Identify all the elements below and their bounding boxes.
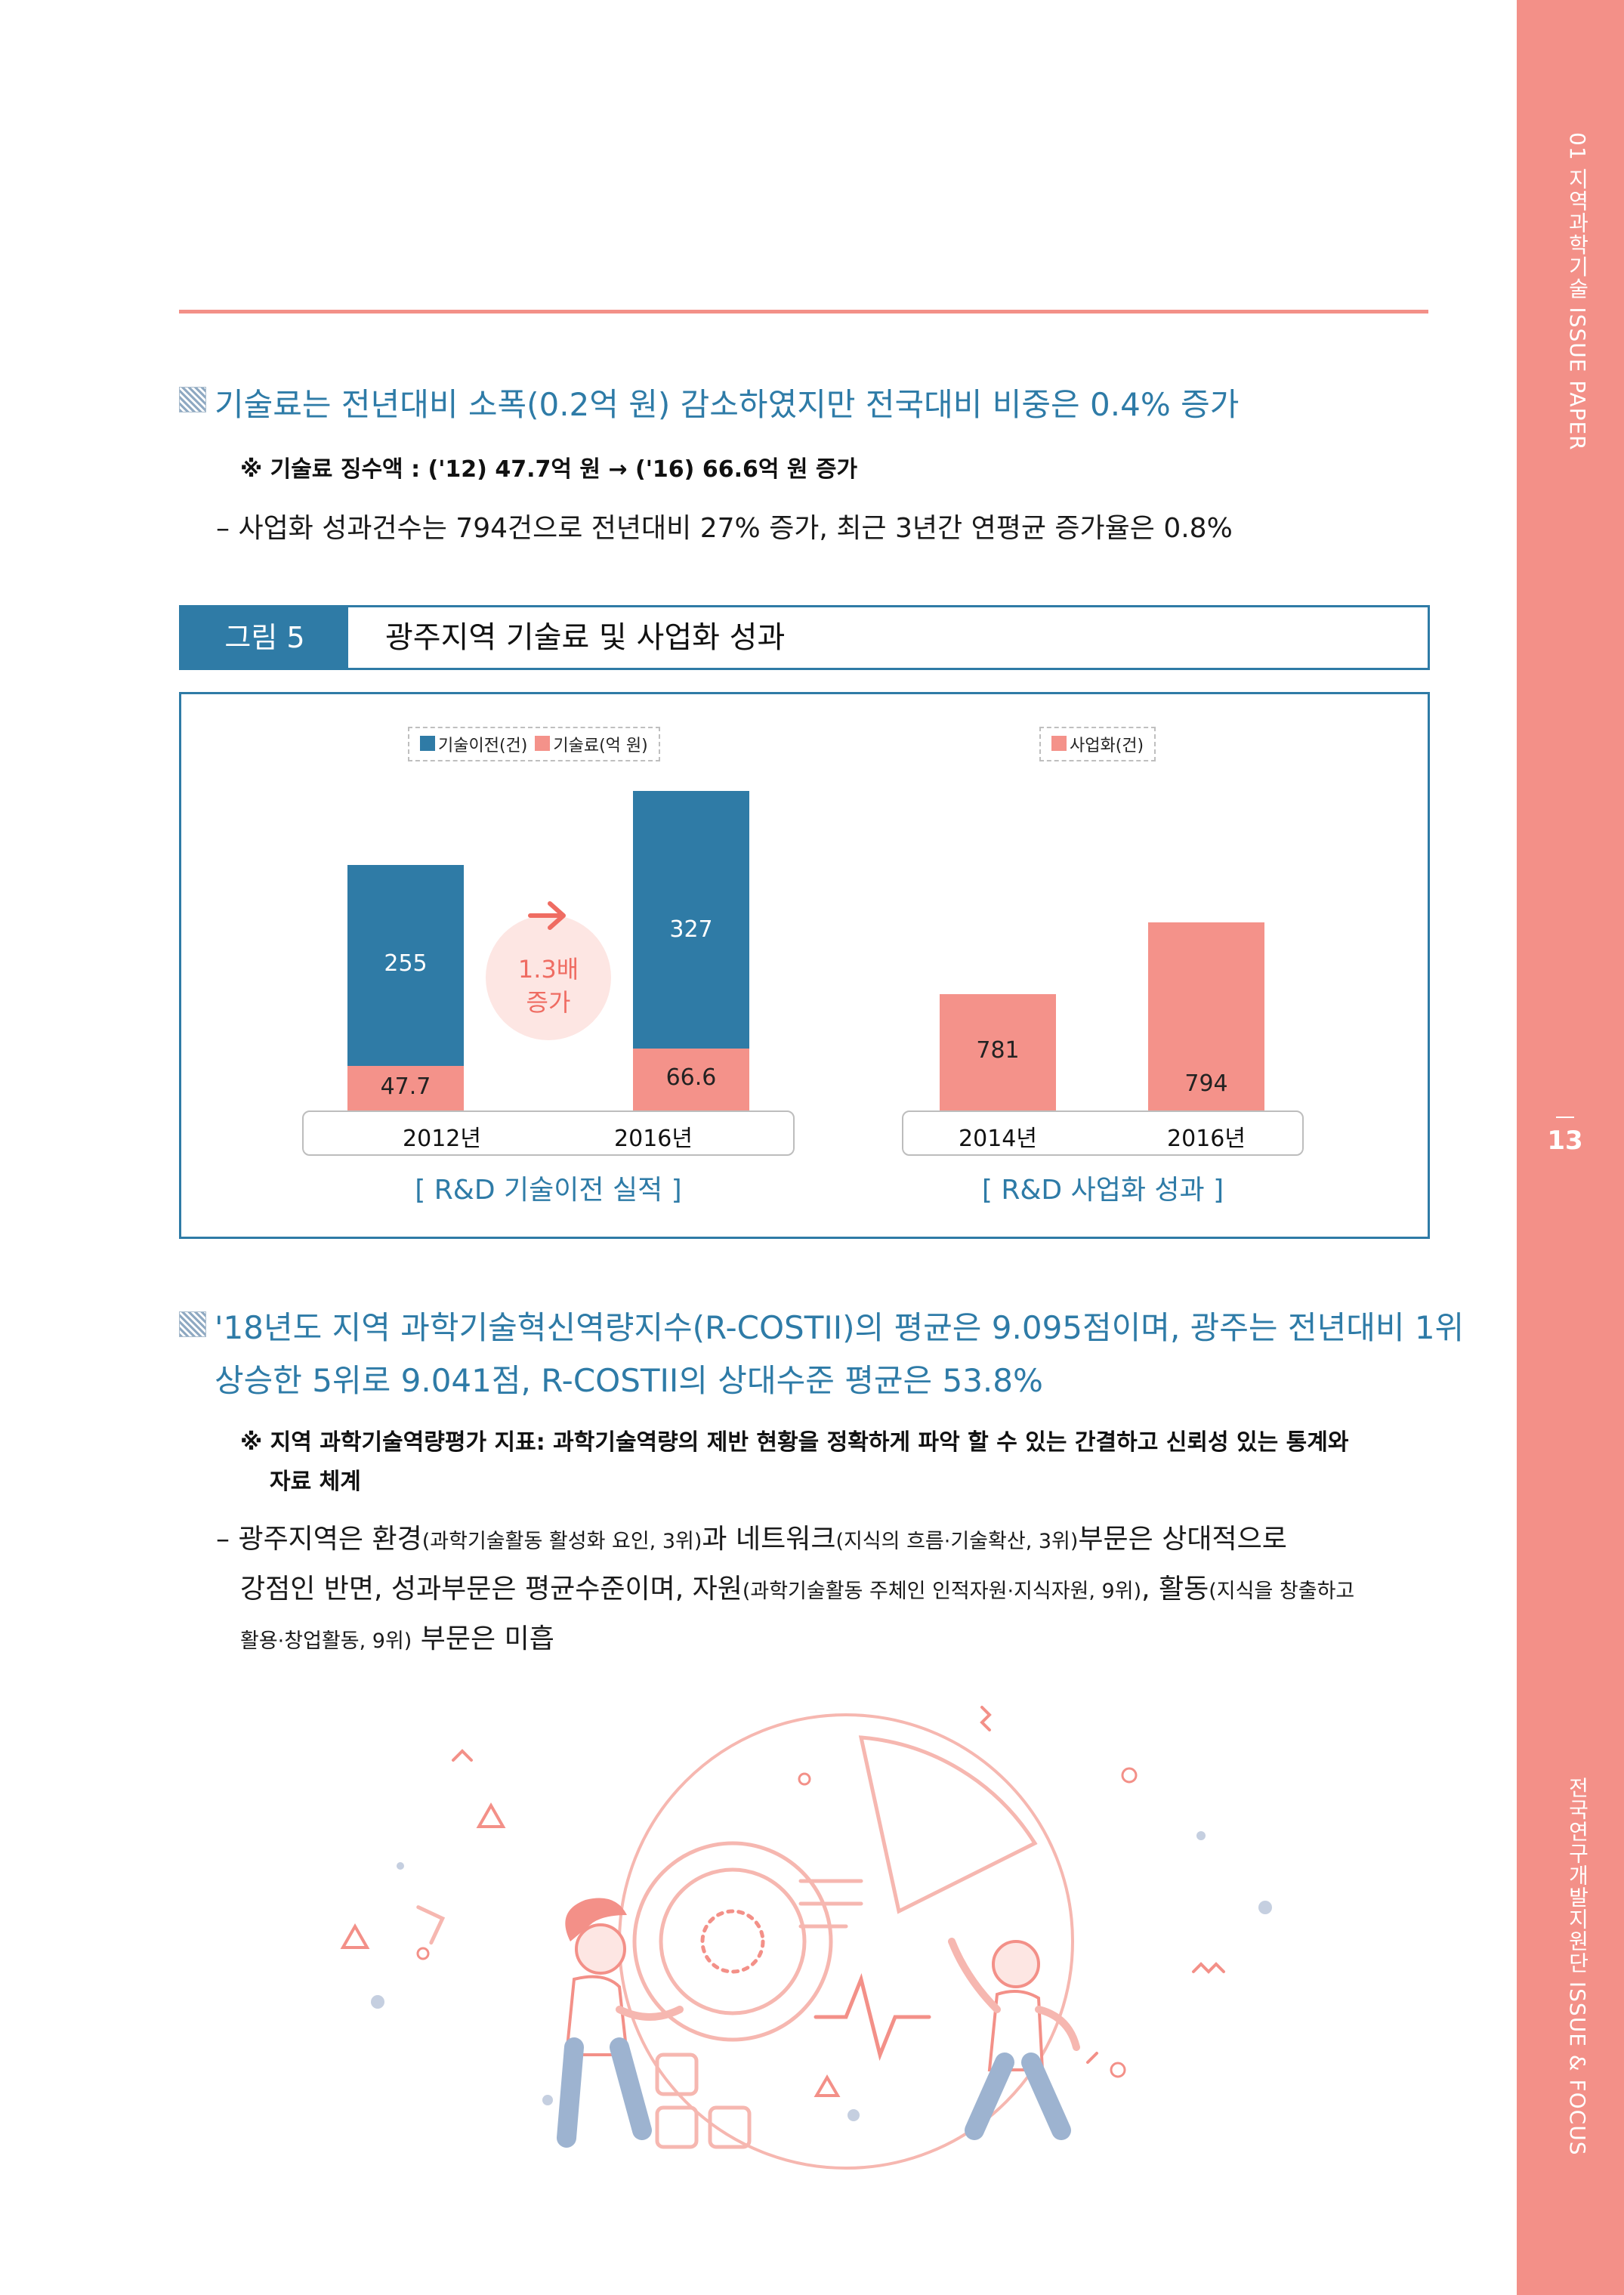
bar-2012-fee	[347, 1066, 464, 1110]
page-number: 13	[1547, 1126, 1583, 1156]
square-bullet-icon	[179, 387, 206, 412]
text-span-small: 활용·창업활동, 9위)	[240, 1629, 412, 1653]
text-span-small: (과학기술활동 주체인 인적자원·지식자원, 9위)	[742, 1580, 1142, 1603]
tick-label-2012: 2012년	[403, 1126, 481, 1152]
text-span: 과 네트워크	[702, 1524, 836, 1555]
section2-note-line1: ※ 지역 과학기술역량평가 지표: 과학기술역량의 제반 현황을 정확하게 파악…	[240, 1429, 1349, 1456]
section2-bullet-line3: 활용·창업활동, 9위) 부문은 미흡	[240, 1617, 554, 1656]
text-span: , 활동	[1141, 1574, 1209, 1605]
legend-item-fee: 기술료(억 원)	[535, 732, 648, 756]
chart2-legend: 사업화(건)	[1039, 727, 1156, 761]
growth-badge-line1: 1.3배	[517, 955, 579, 984]
section1-note: ※ 기술료 징수액 : ('12) 47.7억 원 → ('16) 66.6억 …	[240, 456, 858, 483]
figure-title: 광주지역 기술료 및 사업화 성과	[385, 620, 786, 655]
tick-label-2016: 2016년	[614, 1126, 693, 1152]
section2-note-line2: 자료 체계	[270, 1469, 361, 1495]
section2-heading-line1: '18년도 지역 과학기술혁신역량지수(R-COSTII)의 평균은 9.095…	[215, 1309, 1465, 1346]
data-label-2016-commercial: 794	[1184, 1070, 1228, 1097]
legend-item-transfer: 기술이전(건)	[420, 732, 527, 756]
data-label-2016-fee: 66.6	[665, 1064, 717, 1092]
section1-heading: 기술료는 전년대비 소폭(0.2억 원) 감소하였지만 전국대비 비중은 0.4…	[215, 386, 1240, 423]
text-span-small: (지식을 창출하고	[1209, 1580, 1355, 1603]
decorative-illustration	[340, 1706, 1272, 2170]
tick-label-2016b: 2016년	[1167, 1126, 1246, 1152]
tick-label-2014: 2014년	[959, 1126, 1037, 1152]
data-label-2012-fee: 47.7	[380, 1073, 431, 1100]
page-tick	[1556, 1117, 1574, 1118]
data-label-2014-commercial: 781	[976, 1037, 1020, 1064]
figure-box	[179, 692, 1430, 1239]
text-span: 부문은 미흡	[412, 1623, 554, 1654]
chart2-caption: [ R&D 사업화 성과 ]	[981, 1175, 1224, 1206]
arrow-right-icon	[528, 901, 566, 930]
figure-label: 그림 5	[181, 607, 348, 668]
bar-2014-commercial	[940, 994, 1056, 1110]
legend-item-commercial: 사업화(건)	[1051, 732, 1144, 756]
legend-label: 기술료(억 원)	[553, 737, 648, 755]
figure-header: 그림 5 광주지역 기술료 및 사업화 성과	[179, 605, 1430, 670]
data-label-2016-transfer: 327	[669, 916, 713, 944]
top-rule	[179, 310, 1428, 314]
bar-2016-commercial	[1148, 922, 1264, 1110]
text-span: – 광주지역은 환경	[216, 1524, 422, 1555]
legend-label: 기술이전(건)	[438, 737, 528, 755]
chart1-caption: [ R&D 기술이전 실적 ]	[415, 1175, 682, 1206]
side-band	[1517, 0, 1624, 2295]
section2-bullet-line2: 강점인 반면, 성과부문은 평균수준이며, 자원(과학기술활동 주체인 인적자원…	[240, 1567, 1354, 1606]
running-header: 01 지역과학기술 ISSUE PAPER	[1565, 132, 1590, 451]
text-span: 부문은 상대적으로	[1078, 1524, 1287, 1555]
section2-heading-line2: 상승한 5위로 9.041점, R-COSTII의 상대수준 평균은 53.8%	[215, 1362, 1043, 1399]
square-bullet-icon	[179, 1311, 206, 1337]
data-label-2012-transfer: 255	[384, 950, 428, 978]
legend-swatch-icon	[535, 736, 551, 751]
text-span-small: (과학기술활동 활성화 요인, 3위)	[421, 1530, 702, 1553]
chart2-axis	[902, 1110, 1304, 1156]
bar-2016-transfer	[633, 791, 749, 1049]
text-span-small: (지식의 흐름·기술확산, 3위)	[835, 1530, 1079, 1553]
section1-bullet: – 사업화 성과건수는 794건으로 전년대비 27% 증가, 최근 3년간 연…	[216, 513, 1233, 544]
chart1-axis	[302, 1110, 795, 1156]
legend-swatch-icon	[420, 736, 435, 751]
section2-bullet-line1: – 광주지역은 환경(과학기술활동 활성화 요인, 3위)과 네트워크(지식의 …	[216, 1517, 1287, 1556]
chart1-legend: 기술이전(건) 기술료(억 원)	[408, 727, 660, 761]
bar-2012-transfer	[347, 865, 464, 1067]
growth-badge-line2: 증가	[526, 988, 571, 1017]
legend-label: 사업화(건)	[1070, 737, 1144, 755]
text-span: 강점인 반면, 성과부문은 평균수준이며, 자원	[240, 1574, 743, 1605]
running-footer: 전국연구개발지원단 ISSUE & FOCUS	[1565, 1777, 1590, 2156]
growth-badge	[486, 915, 611, 1040]
legend-swatch-icon	[1051, 736, 1067, 751]
bar-2016-fee	[633, 1049, 749, 1110]
